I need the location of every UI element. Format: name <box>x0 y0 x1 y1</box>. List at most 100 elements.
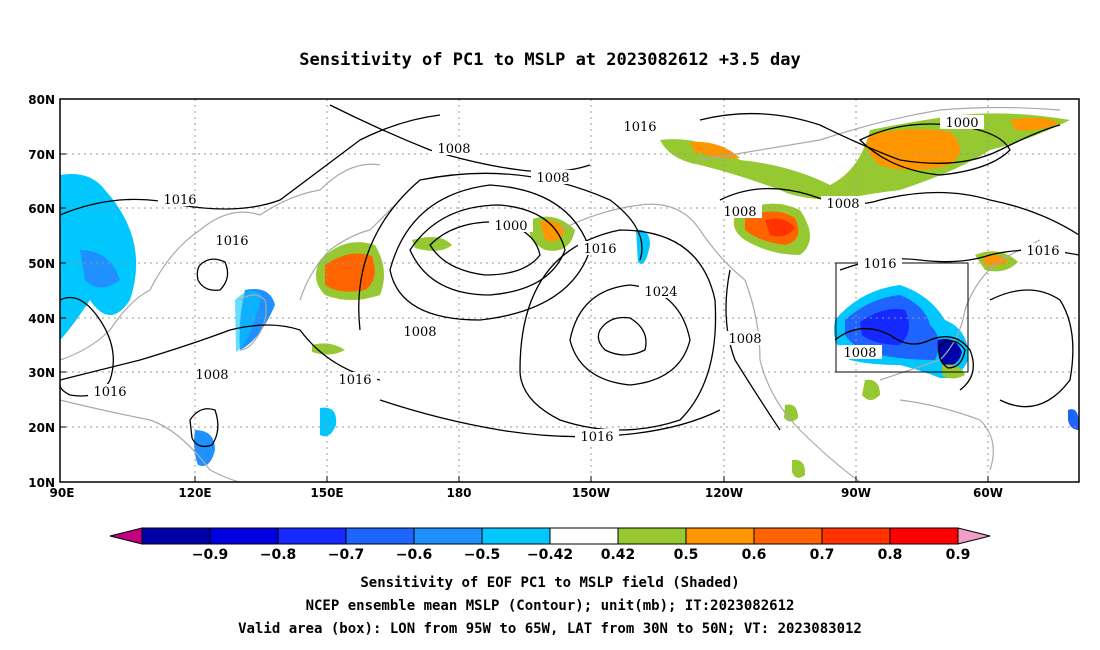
coast-japan <box>239 294 267 351</box>
shade-canada-orange <box>866 129 960 170</box>
contour-low-ring <box>938 340 966 369</box>
coastlines <box>59 106 1061 483</box>
shade-asia-blue-inner <box>80 250 120 288</box>
lon-label: 120W <box>705 486 743 500</box>
colorbar-swatch <box>413 527 483 545</box>
colorbar-swatch <box>109 527 143 545</box>
colorbar-label: −0.7 <box>328 547 365 563</box>
sensitivity-shading <box>60 113 1080 478</box>
contour-1000-canada <box>858 123 1011 176</box>
lat-label: 80N <box>28 93 55 107</box>
contour-1016-ne <box>699 112 1061 164</box>
colorbar-label: 0.9 <box>946 547 971 563</box>
colorbar: −0.9 −0.8 −0.7 −0.6 −0.5 −0.42 0.42 0.5 0.6 0.7 0.… <box>109 527 991 563</box>
colorbar-swatch <box>957 527 991 545</box>
contour-label: 1000 <box>945 116 978 131</box>
shade-canada-green <box>660 113 1070 200</box>
colorbar-swatch <box>617 527 687 545</box>
shade-mex-green <box>784 404 798 422</box>
colorbar-swatch <box>889 527 959 545</box>
contour-1008-west <box>59 296 114 397</box>
shade-bc-red <box>765 218 795 237</box>
colorbar-swatch <box>821 527 891 545</box>
colorbar-label: 0.42 <box>601 547 636 563</box>
colorbar-label: 0.6 <box>742 547 767 563</box>
colorbar-swatch <box>209 527 279 545</box>
contour-label: 1016 <box>93 385 126 400</box>
contour-1008-south <box>189 408 219 448</box>
contour-label: 1008 <box>403 325 436 340</box>
chart-title: Sensitivity of PC1 to MSLP at 2023082612… <box>299 50 801 70</box>
colorbar-label: −0.42 <box>527 547 573 563</box>
contour-label: 1016 <box>1026 244 1059 259</box>
colorbar-label: −0.9 <box>192 547 229 563</box>
contour-1000-low <box>429 221 541 276</box>
colorbar-swatch <box>481 527 551 545</box>
colorbar-swatch <box>141 527 211 545</box>
coast-caribbean <box>899 399 994 471</box>
colorbar-label: −0.6 <box>396 547 433 563</box>
contour-1008-mid <box>725 269 781 431</box>
coast-arctic <box>699 106 1061 161</box>
contour-1016-south <box>379 399 721 438</box>
colorbar-label: −0.8 <box>260 547 297 563</box>
coast-china <box>59 399 241 483</box>
colorbar-swatch <box>345 527 415 545</box>
lon-label: 120E <box>178 486 211 500</box>
tick-marks <box>60 98 989 482</box>
shade-arctic-orange <box>1010 117 1060 131</box>
contour-label: 1016 <box>583 242 616 257</box>
contour-label: 1016 <box>580 430 613 445</box>
contour-1016-ring <box>196 258 229 291</box>
contour-1016-high <box>519 229 717 431</box>
lon-label: 150W <box>572 486 610 500</box>
contour-1024-high <box>597 316 647 356</box>
map-panel: 1016 1008 1016 1008 1000 1016 1024 1016 … <box>59 98 1080 483</box>
contour-label: 1008 <box>728 332 761 347</box>
coast-na-east <box>879 239 1041 381</box>
contour-label: 1008 <box>195 368 228 383</box>
contour-label: 1008 <box>723 205 756 220</box>
coast-kamchatka <box>299 199 401 301</box>
colorbar-label: 0.7 <box>810 547 835 563</box>
colorbar-swatch <box>549 527 619 545</box>
lat-axis: 80N 70N 60N 50N 40N 30N 20N 10N <box>28 93 55 490</box>
lat-label: 70N <box>28 148 55 162</box>
shade-gulf-green <box>862 379 880 400</box>
contour-1016-main <box>358 172 643 331</box>
contour-label: 1024 <box>644 285 677 300</box>
shade-us-navy <box>937 338 962 366</box>
contour-1016-sea <box>989 289 1074 408</box>
lat-label: 40N <box>28 312 55 326</box>
shade-atl-blue <box>1068 409 1080 430</box>
lon-axis: 90E 120E 150E 180 150W 120W 90W 60W <box>50 486 1003 500</box>
contour-label: 1016 <box>163 193 196 208</box>
contour-labels: 1016 1008 1016 1008 1000 1016 1024 1016 … <box>88 115 1065 445</box>
contour-label: 1008 <box>826 197 859 212</box>
contour-label: 1008 <box>843 346 876 361</box>
colorbar-label: 0.5 <box>674 547 699 563</box>
lon-label: 90E <box>50 486 75 500</box>
mslp-contours <box>59 104 1080 448</box>
shade-us-deepblue <box>860 308 909 345</box>
contour-label: 1016 <box>623 120 656 135</box>
contour-label: 1016 <box>338 373 371 388</box>
contour-1020 <box>569 284 691 386</box>
lon-label: 60W <box>973 486 1003 500</box>
shade-mex-green2 <box>792 459 806 478</box>
contour-label: 1008 <box>536 171 569 186</box>
contour-1016-asia <box>59 114 441 216</box>
lat-label: 20N <box>28 421 55 435</box>
contour-1008-canada <box>719 187 1080 236</box>
colorbar-swatch <box>753 527 823 545</box>
contour-label: 1000 <box>494 219 527 234</box>
contour-1016-west <box>59 324 381 381</box>
caption-shading: Sensitivity of EOF PC1 to MSLP field (Sh… <box>360 575 740 591</box>
lat-label: 30N <box>28 366 55 380</box>
coast-asia <box>59 163 381 361</box>
shade-bering-orange <box>540 220 565 242</box>
colorbar-swatch <box>277 527 347 545</box>
caption-contour: NCEP ensemble mean MSLP (Contour); unit(… <box>305 598 795 614</box>
shade-ak-blue <box>636 229 650 264</box>
lon-label: 180 <box>446 486 471 500</box>
